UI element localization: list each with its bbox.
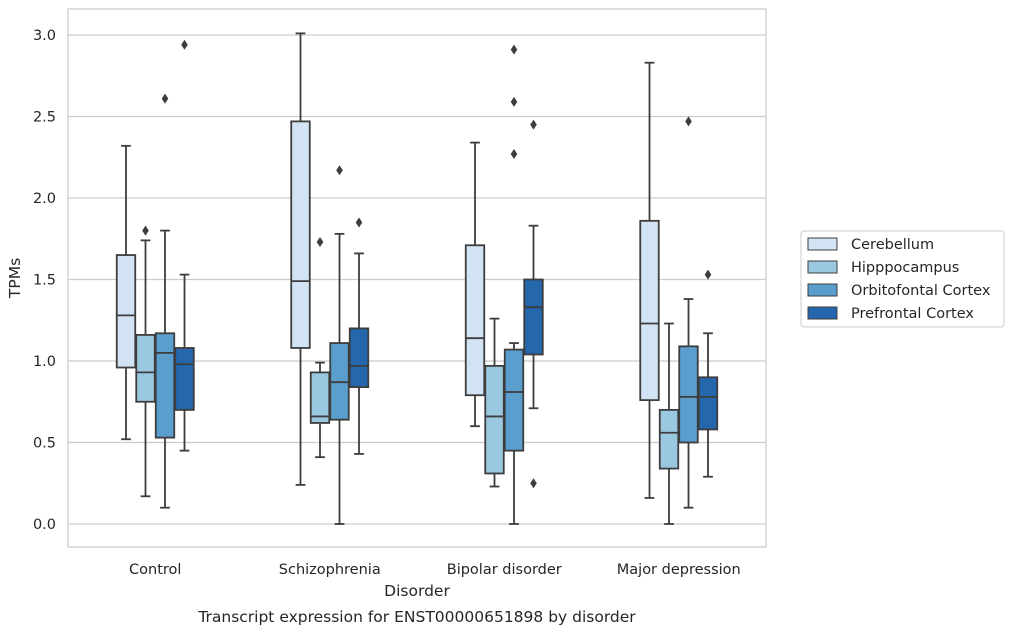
box-2-1 (484, 317, 505, 488)
y-tick-label: 2.0 (33, 191, 56, 207)
legend-item: Orbitofontal Cortex (807, 283, 991, 299)
box-body (639, 219, 660, 402)
x-axis-title: Disorder (384, 582, 450, 600)
x-tick-label: Control (129, 562, 181, 578)
y-tick-label: 1.0 (33, 354, 56, 370)
legend-label: Orbitofontal Cortex (851, 283, 991, 299)
box-body (174, 347, 195, 411)
chart-caption: Transcript expression for ENST0000065189… (197, 608, 636, 626)
outlier-point (685, 116, 692, 127)
box-body (523, 278, 544, 356)
legend-swatch (807, 306, 838, 320)
legend-item: Hipppocampus (807, 260, 959, 276)
box-body (115, 254, 137, 369)
outlier-point (181, 39, 188, 50)
outlier-point (161, 93, 169, 104)
outlier-point (510, 44, 518, 55)
box-1-2 (329, 165, 350, 525)
box-body (484, 364, 505, 475)
legend-swatch (807, 260, 838, 274)
outlier-point (530, 119, 537, 130)
legend-swatch (807, 237, 838, 251)
box-body (503, 348, 525, 452)
y-tick-label: 1.5 (33, 273, 56, 289)
outlier-point (336, 165, 343, 176)
box-3-0 (639, 61, 660, 499)
x-tick-label: Bipolar disorder (447, 562, 562, 578)
plot-frame (67, 8, 767, 548)
box-body (464, 244, 486, 397)
box-body (154, 332, 176, 439)
outlier-point (510, 148, 518, 159)
box-3-2 (678, 116, 699, 509)
box-0-1 (135, 225, 156, 498)
box-body (135, 334, 156, 403)
y-tick-label: 0.5 (33, 436, 56, 452)
box-body (678, 345, 699, 444)
box-body (290, 120, 311, 349)
box-0-2 (154, 93, 176, 509)
y-tick-label: 3.0 (33, 28, 56, 44)
legend-item: Cerebellum (807, 237, 934, 253)
x-tick-label: Major depression (617, 562, 741, 578)
box-2-2 (503, 44, 525, 525)
outlier-point (142, 225, 149, 236)
box-3-1 (658, 322, 680, 525)
y-axis-title: TPMs (6, 258, 24, 299)
y-tick-label: 0.0 (33, 517, 56, 533)
box-0-3 (174, 39, 195, 452)
x-tick-label: Schizophrenia (279, 562, 381, 578)
legend-frame (800, 230, 1005, 328)
box-body (697, 376, 719, 431)
box-3-3 (697, 269, 719, 478)
boxes (115, 32, 719, 525)
outlier-point (355, 217, 363, 228)
box-2-0 (464, 141, 486, 428)
legend-label: Prefrontal Cortex (851, 306, 974, 322)
box-body (309, 371, 331, 424)
box-1-3 (348, 217, 370, 455)
box-body (658, 408, 680, 470)
legend-label: Cerebellum (851, 237, 934, 253)
legend-swatch (807, 283, 838, 297)
x-axis-ticks: Control Schizophrenia Bipolar disorder Majo… (129, 562, 741, 578)
outlier-point (704, 269, 712, 280)
legend-label: Hipppocampus (851, 260, 959, 276)
box-2-3 (523, 119, 544, 489)
box-1-0 (290, 32, 311, 486)
y-tick-label: 2.5 (33, 110, 56, 126)
outlier-point (510, 96, 518, 107)
legend-item: Prefrontal Cortex (807, 306, 974, 322)
outlier-point (316, 237, 324, 248)
box-body (348, 327, 370, 388)
y-axis-ticks: 0.0 0.5 1.0 1.5 2.0 2.5 3.0 (33, 28, 56, 533)
box-1-1 (309, 237, 331, 459)
legend: Cerebellum Hipppocampus Orbitofontal Corte… (800, 230, 1005, 328)
box-0-0 (115, 144, 137, 441)
outlier-point (530, 478, 537, 489)
